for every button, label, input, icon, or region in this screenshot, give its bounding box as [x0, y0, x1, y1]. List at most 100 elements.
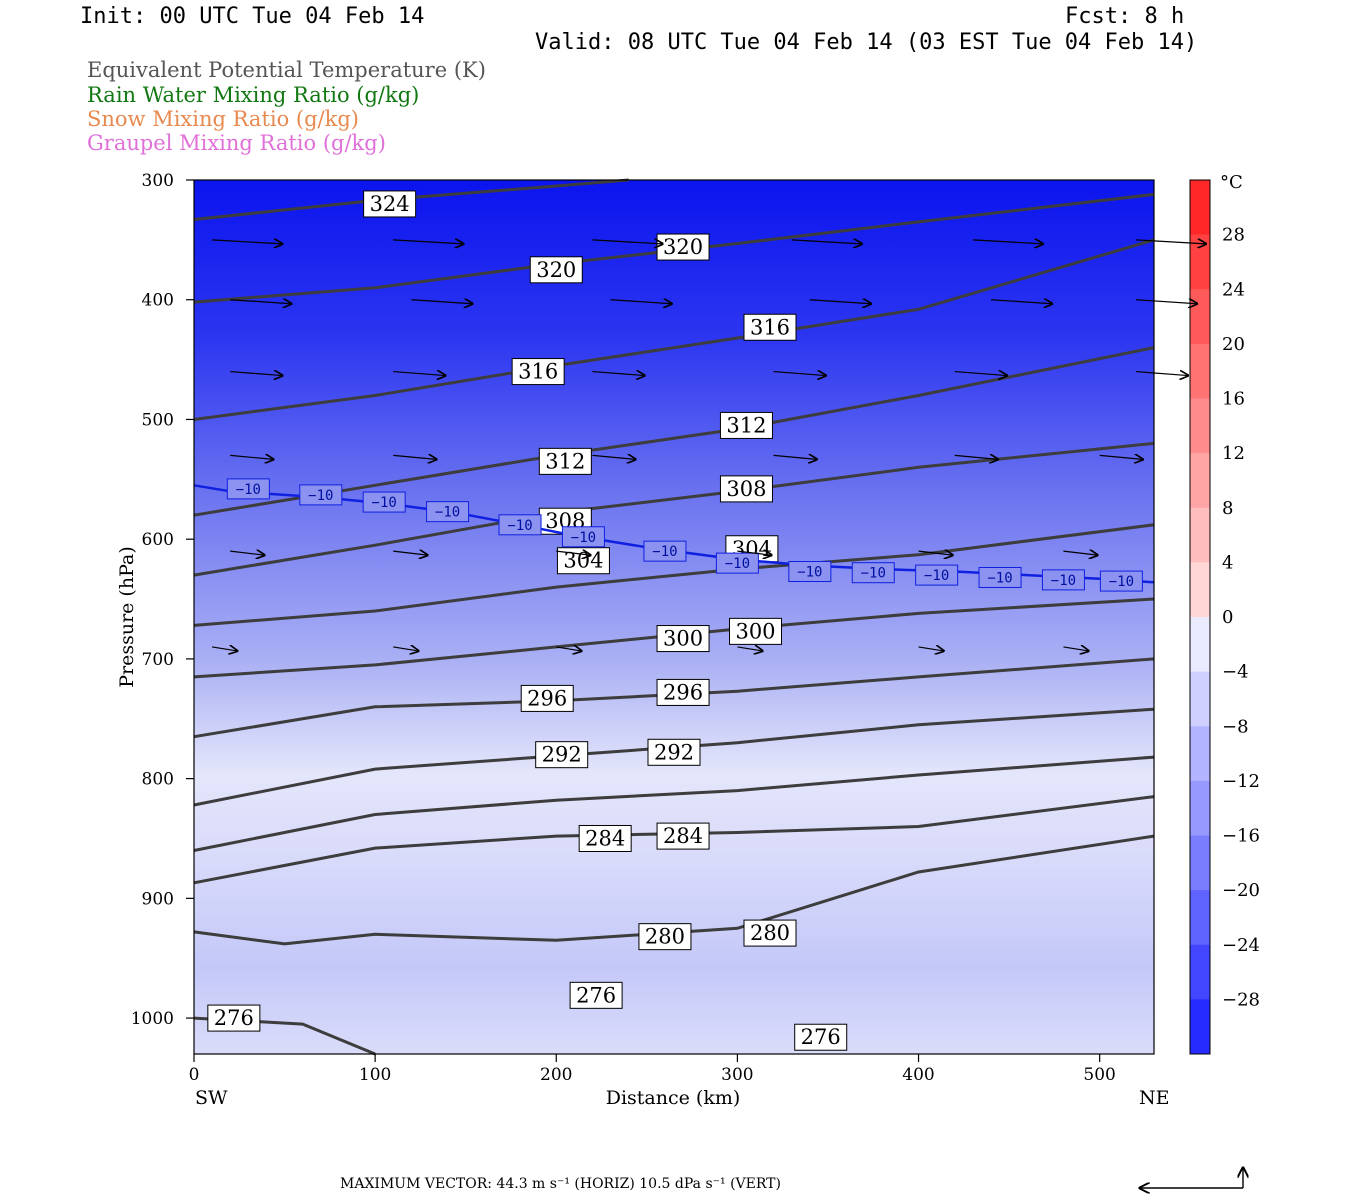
contour-label-box [656, 678, 710, 706]
theta-e-contour-324 [193, 178, 629, 221]
colorbar-segment [1190, 617, 1210, 673]
isotherm-label-box [362, 491, 406, 513]
isotherm-label: −10 [236, 482, 261, 498]
isotherm-label-box [788, 561, 832, 583]
x-tick-label: 400 [902, 1065, 934, 1085]
colorbar-segment [1190, 944, 1210, 1000]
x-tick-label: 500 [1083, 1065, 1115, 1085]
contour-label: 300 [663, 627, 703, 651]
wind-vector [918, 551, 953, 555]
colorbar-tick-label: −16 [1222, 826, 1260, 847]
colorbar-segment [1190, 562, 1210, 618]
wind-vector [212, 647, 237, 651]
contour-label: 324 [370, 192, 410, 216]
contour-label: 300 [735, 619, 775, 643]
x-tick-label: 100 [359, 1065, 391, 1085]
wind-vector [990, 300, 1052, 304]
contour-label-box [363, 190, 417, 218]
contour-label-box [207, 1004, 261, 1032]
isotherm-label: −10 [924, 568, 949, 584]
contour-label-box [538, 447, 592, 475]
contour-label-box [794, 1023, 848, 1051]
wind-vector [393, 240, 463, 244]
x-tick-label: 0 [189, 1065, 200, 1085]
colorbar-segment [1190, 343, 1210, 399]
wind-vector [230, 372, 282, 376]
wind-vector [393, 647, 418, 651]
isotherm-label: −10 [507, 518, 532, 534]
contour-label: 280 [645, 925, 685, 949]
wind-vector [212, 240, 282, 244]
contour-label-box [729, 617, 783, 645]
colorbar-segment [1190, 507, 1210, 563]
forecast-hour: Fcst: 8 h [1065, 4, 1185, 29]
contour-label: 312 [726, 413, 766, 437]
wind-vector [1063, 551, 1097, 555]
wind-vector [1063, 647, 1088, 651]
colorbar-tick-label: 12 [1222, 443, 1245, 464]
colorbar-segment [1190, 999, 1210, 1055]
contour-label-box [656, 625, 710, 653]
wind-vector [737, 647, 762, 651]
y-tick-label: 600 [142, 530, 174, 550]
contour-label-box [520, 684, 574, 712]
theta-e-contour-304 [193, 523, 1155, 627]
wind-vector [592, 372, 644, 376]
isotherm-label: −10 [725, 556, 750, 572]
contour-label: 316 [518, 360, 558, 384]
contour-label-box [647, 738, 701, 766]
contour-label: 276 [214, 1006, 254, 1030]
colorbar-tick-label: 24 [1222, 279, 1245, 300]
field-label-theta-e: Equivalent Potential Temperature (K) [87, 58, 486, 82]
wind-vector [809, 300, 871, 304]
contour-label-box [743, 919, 797, 947]
contour-label: 284 [663, 824, 703, 848]
wind-vectors [212, 240, 1206, 651]
wind-vector [1135, 372, 1188, 376]
contour-label: 276 [801, 1025, 841, 1049]
field-label-rain: Rain Water Mixing Ratio (g/kg) [87, 83, 420, 107]
y-tick-label: 400 [142, 291, 174, 311]
isotherm-label: −10 [652, 544, 677, 560]
contour-label: 308 [726, 477, 766, 501]
wind-vector [230, 300, 291, 304]
theta-e-contour-320 [193, 192, 1155, 304]
colorbar: 28 24 20 16 12 8 4 0 −4 −8 −12 −16 −20 −24 −28 [1189, 179, 1260, 1055]
wind-vector [393, 372, 445, 376]
colorbar-tick-label: −28 [1222, 989, 1260, 1010]
isotherm-label-box [978, 566, 1022, 588]
field-label-graupel: Graupel Mixing Ratio (g/kg) [87, 131, 386, 155]
contour-label: 316 [750, 315, 790, 339]
contour-label-box [529, 256, 583, 284]
max-vector-footer: MAXIMUM VECTOR: 44.3 m s⁻¹ (HORIZ) 10.5 … [340, 1176, 781, 1192]
theta-e-contour-316 [193, 238, 1155, 421]
y-tick-label: 500 [142, 410, 174, 430]
contour-label-box [656, 822, 710, 850]
colorbar-tick-label: 20 [1222, 334, 1245, 355]
wind-vector [556, 647, 581, 651]
y-axis-title: Pressure (hPa) [116, 546, 138, 688]
wind-vector [918, 647, 944, 651]
contour-label: 292 [654, 740, 694, 764]
wind-vector [954, 455, 998, 459]
isotherm-label: −10 [861, 566, 886, 582]
wind-vector [1135, 300, 1197, 304]
axes: 300 400 500 600 700 800 900 1000 0 100 200 300 400 50… [131, 171, 1116, 1085]
colorbar-tick-label: −12 [1222, 771, 1260, 792]
theta-e-contour-292 [193, 707, 1155, 807]
wind-vector [737, 551, 771, 555]
y-tick-label: 300 [142, 171, 174, 191]
theta-e-contour-296 [193, 657, 1155, 739]
isotherm-label-box [715, 552, 759, 574]
contour-label-box [656, 233, 710, 261]
y-tick-label: 900 [142, 889, 174, 909]
colorbar-segment [1190, 453, 1210, 509]
theta-e-contour-312 [193, 346, 1155, 517]
x-left-direction: SW [195, 1087, 228, 1109]
isotherm-label-box [498, 514, 542, 536]
wind-vector [954, 372, 1007, 376]
colorbar-tick-label: 0 [1222, 607, 1233, 628]
isotherm-label-box [299, 484, 343, 506]
wind-vector [773, 455, 817, 459]
colorbar-segment [1190, 835, 1210, 891]
